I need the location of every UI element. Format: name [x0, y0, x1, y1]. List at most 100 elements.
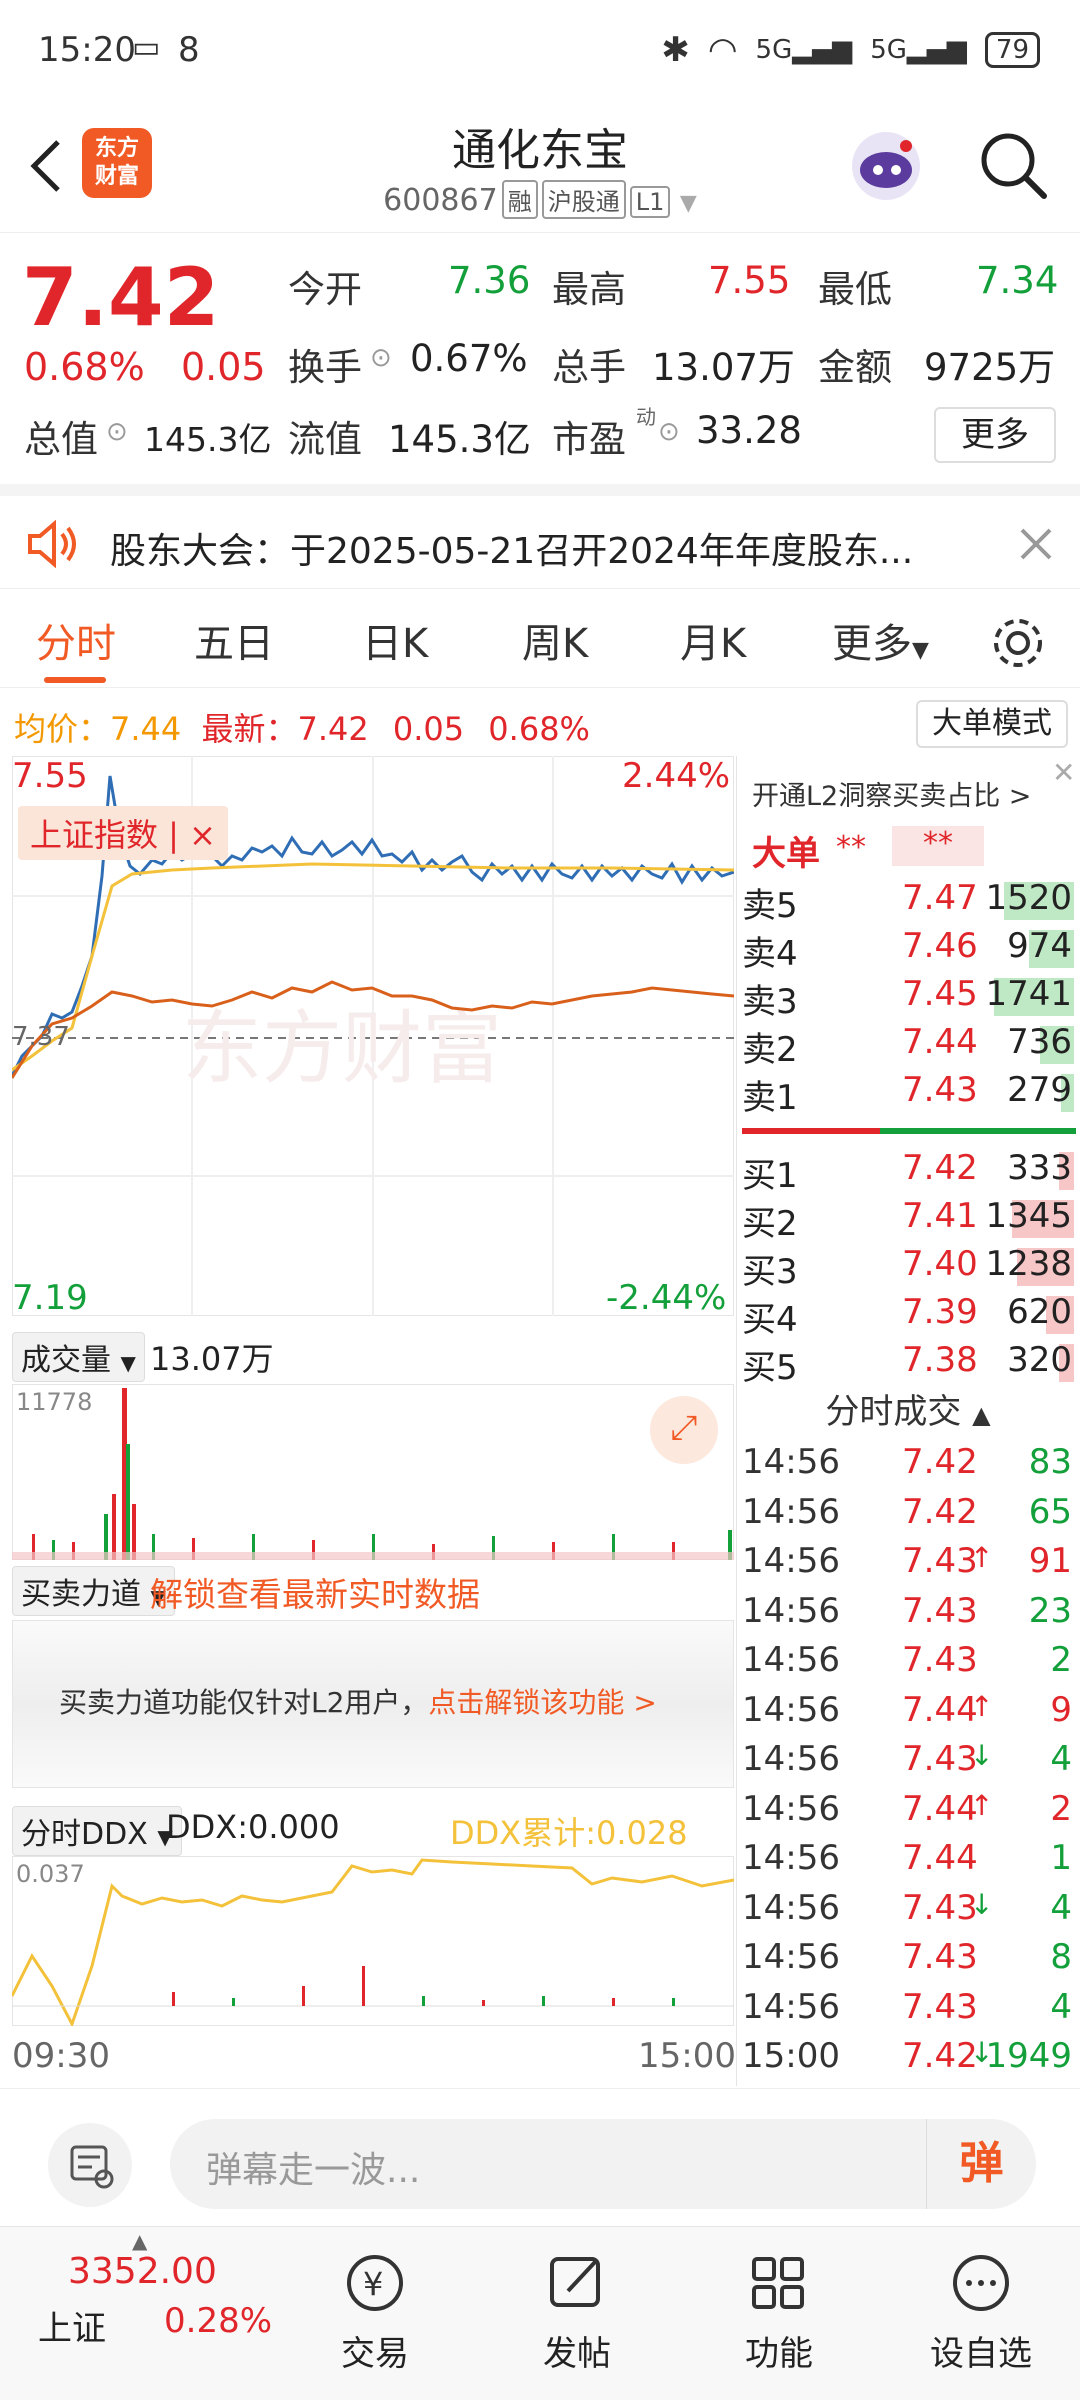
tag-connect: 沪股通: [541, 180, 626, 219]
tick-price: 7.43: [902, 1887, 978, 1928]
ask-row[interactable]: 卖4 7.46 974: [742, 924, 1078, 974]
tick-time: 14:56: [742, 1838, 840, 1878]
latest-change: 0.05: [392, 710, 465, 748]
volume-label: 总手: [552, 346, 626, 389]
ask-volume: 1741: [985, 974, 1072, 1014]
intraday-chart[interactable]: 东方财富: [12, 756, 734, 1316]
bid-row[interactable]: 买3 7.40 1238: [742, 1242, 1078, 1292]
tick-price: 7.43: [902, 1739, 978, 1779]
force-unlock-link[interactable]: 点击解锁该功能 >: [428, 1686, 657, 1719]
bid-volume-bar: [1059, 1152, 1074, 1190]
ddx-value: DDX:0.000: [166, 1808, 340, 1846]
nav-add-watchlist[interactable]: 设自选: [916, 2247, 1046, 2375]
change-percent: 0.68%: [24, 345, 145, 389]
ddx-selector[interactable]: 分时DDX ▼: [12, 1806, 182, 1856]
tab-intraday[interactable]: 分时: [36, 621, 116, 667]
tick-price: 7.44: [902, 1788, 978, 1829]
info-icon-2[interactable]: ⊙: [106, 417, 128, 447]
force-locked-panel: 买卖力道功能仅针对L2用户，点击解锁该功能 >: [12, 1620, 734, 1788]
bid-volume-bar: [1012, 1200, 1074, 1238]
l2-banner[interactable]: 开通L2洞察买卖占比 >: [752, 781, 1032, 812]
bid-price: 7.41: [902, 1196, 978, 1236]
expand-icon[interactable]: ⤢: [650, 1396, 718, 1464]
avg-price-line: [12, 862, 734, 1072]
bid-row[interactable]: 买5 7.38 320: [742, 1338, 1078, 1388]
tab-monthly-k[interactable]: 月K: [680, 621, 747, 667]
nav-trade[interactable]: ¥ 交易: [310, 2247, 440, 2375]
tick-row: 14:56 7.43 2: [742, 1638, 1076, 1686]
bid-volume-bar: [1046, 1296, 1074, 1334]
tab-weekly-k[interactable]: 周K: [522, 621, 589, 667]
speaker-icon: [28, 520, 76, 568]
nav-post[interactable]: 发帖: [512, 2247, 642, 2375]
bid-price: 7.38: [902, 1340, 978, 1380]
nav-functions[interactable]: 功能: [714, 2247, 844, 2375]
tick-price: 7.42: [902, 1442, 978, 1482]
tick-arrow-icon: ↑: [970, 1541, 994, 1574]
ask-label: 卖1: [742, 1078, 798, 1118]
danmu-settings-icon[interactable]: [48, 2123, 132, 2207]
avg-value: 7.44: [110, 710, 182, 748]
mktcap-label: 总值: [24, 418, 98, 461]
ask-row[interactable]: 卖5 7.47 1520: [742, 876, 1078, 926]
dropdown-triangle-icon: ▼: [912, 638, 929, 663]
bid-row[interactable]: 买2 7.41 1345: [742, 1194, 1078, 1244]
tick-volume: 2: [1050, 1640, 1072, 1680]
ratio-bar-red: [742, 1128, 880, 1134]
big-order-mode-button[interactable]: 大单模式: [916, 700, 1068, 748]
tab-five-day[interactable]: 五日: [194, 621, 274, 667]
gear-icon[interactable]: [990, 615, 1046, 671]
tick-time: 14:56: [742, 1442, 840, 1482]
close-icon[interactable]: ✕: [1052, 756, 1076, 789]
big-order-label: 大单: [752, 834, 820, 874]
ask-price: 7.43: [902, 1070, 978, 1110]
index-overlay-tag[interactable]: 上证指数 | ×: [18, 806, 228, 860]
ask-row[interactable]: 卖2 7.44 736: [742, 1020, 1078, 1070]
force-unlock-text[interactable]: 解锁查看最新实时数据: [150, 1575, 480, 1614]
ask-row[interactable]: 卖1 7.43 279: [742, 1068, 1078, 1118]
info-icon[interactable]: ⊙: [370, 343, 392, 373]
danmu-bar: 弹幕走一波... 弹: [0, 2088, 1080, 2226]
ask-volume-bar: [1004, 882, 1074, 920]
tag-level: L1: [629, 186, 671, 218]
volume-selector[interactable]: 成交量 ▼: [12, 1332, 145, 1382]
tab-daily-k[interactable]: 日K: [362, 621, 429, 667]
ask-volume: 736: [1007, 1022, 1072, 1062]
force-selector[interactable]: 买卖力道 ▼: [12, 1566, 175, 1616]
brand-logo[interactable]: 东方 财富: [82, 128, 152, 198]
tick-volume: 91: [1028, 1541, 1072, 1581]
danmu-send-button[interactable]: 弹: [926, 2119, 1036, 2209]
tick-time: 14:56: [742, 1937, 840, 1977]
info-icon-3[interactable]: ⊙: [658, 417, 680, 447]
index-value[interactable]: 3352.00: [68, 2251, 217, 2292]
danmu-input[interactable]: 弹幕走一波... 弹: [170, 2119, 1036, 2209]
bid-volume-bar: [1017, 1248, 1074, 1286]
bid-price: 7.39: [902, 1292, 978, 1332]
bid-label: 买5: [742, 1348, 798, 1388]
ask-label: 卖5: [742, 886, 798, 926]
change-amount: 0.05: [180, 345, 266, 389]
robot-assistant-icon[interactable]: [844, 124, 928, 208]
more-button[interactable]: 更多: [934, 407, 1056, 463]
tick-price: 7.43: [902, 1590, 978, 1631]
notice-bar[interactable]: 股东大会：于2025-05-21召开2024年年度股东...: [0, 484, 1080, 588]
ask-row[interactable]: 卖3 7.45 1741: [742, 972, 1078, 1022]
back-icon[interactable]: [26, 136, 66, 196]
expand-up-icon[interactable]: ▲: [132, 2229, 148, 2253]
tab-more[interactable]: 更多▼: [832, 621, 929, 667]
bid-row[interactable]: 买4 7.39 620: [742, 1290, 1078, 1340]
stock-code-line[interactable]: 600867 融沪股通 L1 ▼: [0, 180, 1080, 219]
watermark: 东方财富: [182, 1002, 502, 1095]
ticks-title[interactable]: 分时成交 ▲: [825, 1392, 991, 1432]
volume-total: 13.07万: [150, 1340, 274, 1378]
bid-row[interactable]: 买1 7.42 333: [742, 1146, 1078, 1196]
tick-time: 14:56: [742, 1541, 840, 1581]
tick-row: 14:56 7.43 ↓ 4: [742, 1886, 1076, 1934]
float-value: 145.3亿: [388, 418, 531, 461]
search-icon[interactable]: [976, 128, 1050, 202]
pe-value: 33.28: [696, 409, 802, 452]
ask-price: 7.45: [902, 974, 978, 1014]
tick-price: 7.43: [902, 1937, 978, 1977]
close-icon[interactable]: [1018, 526, 1054, 562]
ddx-chart: [12, 1856, 734, 2026]
